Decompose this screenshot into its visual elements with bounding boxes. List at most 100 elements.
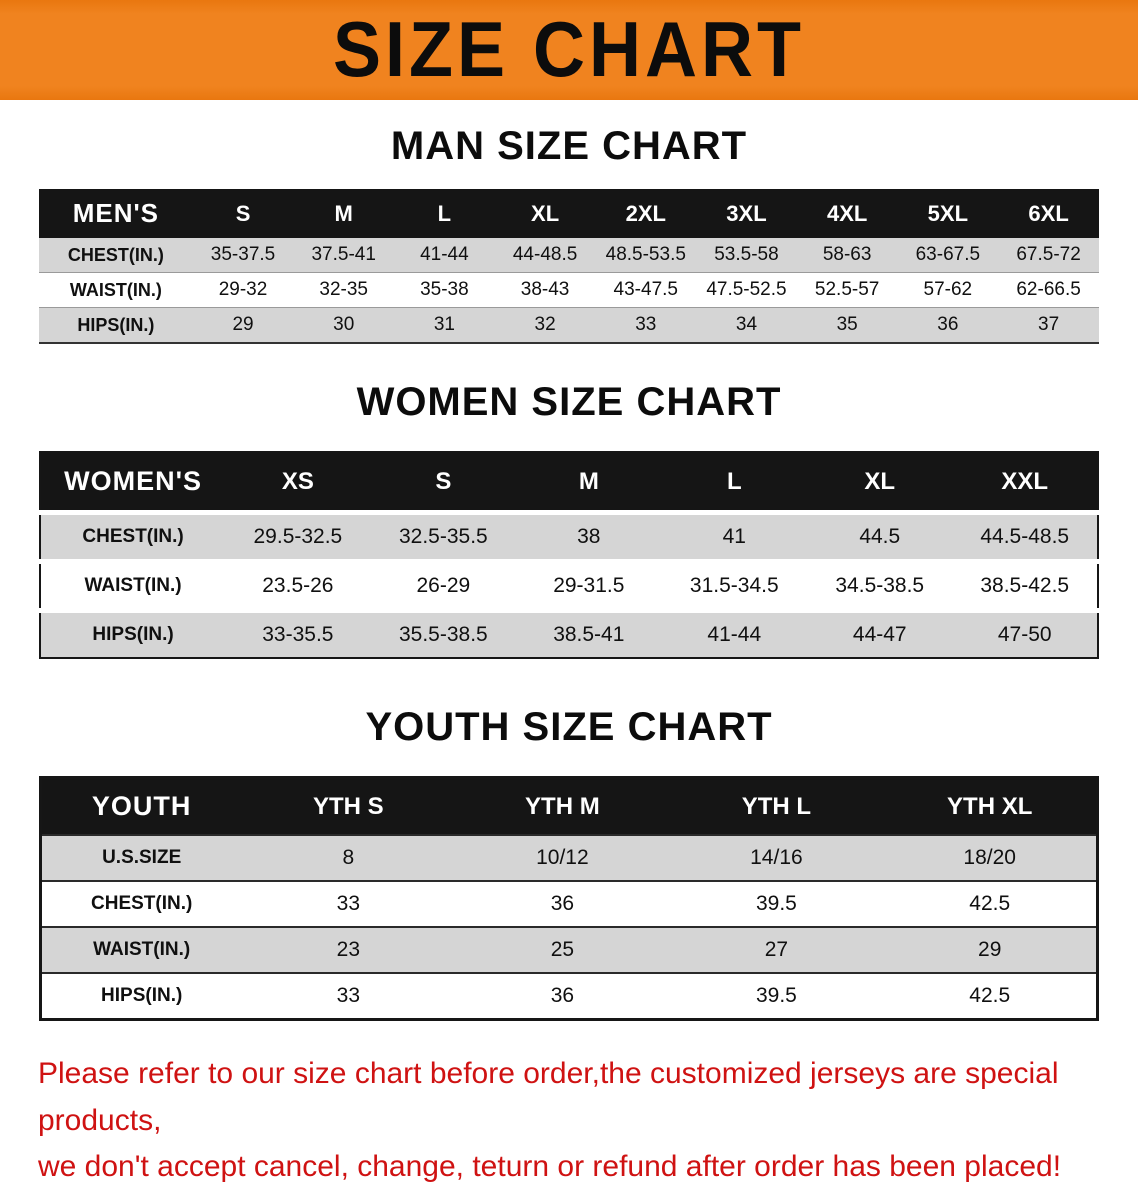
column-header: M <box>334 200 353 226</box>
youth-section-title: YOUTH SIZE CHART <box>365 705 773 749</box>
table-title-cell: MEN'S <box>72 198 159 228</box>
size-cell: 32 <box>534 314 556 335</box>
mens-table-head: MEN'S S M L XL 2XL 3XL 4XL 5XL 6XL <box>39 189 1099 238</box>
row-label: CHEST(IN.) <box>82 526 184 547</box>
size-cell: 34.5-38.5 <box>835 574 925 597</box>
size-cell: 35-37.5 <box>210 244 276 265</box>
size-cell: 14/16 <box>750 846 803 869</box>
size-cell: 33 <box>635 314 657 335</box>
size-cell: 23.5-26 <box>262 574 334 597</box>
size-cell: 47-50 <box>997 623 1052 646</box>
size-cell: 32.5-35.5 <box>398 525 488 548</box>
column-header: XL <box>864 467 896 495</box>
column-header: L <box>437 200 452 226</box>
size-cell: 36 <box>937 314 959 335</box>
size-cell: 67.5-72 <box>1016 244 1081 265</box>
size-cell: 35-38 <box>420 279 469 300</box>
size-cell: 30 <box>333 314 355 335</box>
youth-size-section: YOUTH SIZE CHART YOUTH YTH S YTH M YTH L YTH… <box>0 705 1138 1021</box>
column-header: S <box>435 467 452 495</box>
size-cell: 41 <box>722 525 746 548</box>
column-header: 6XL <box>1028 200 1069 226</box>
size-cell: 43-47.5 <box>613 279 678 300</box>
size-cell: 29 <box>978 938 1002 961</box>
column-header: YTH L <box>741 792 812 820</box>
womens-table-head: WOMEN'S XS S M L XL XXL <box>40 452 1098 513</box>
header-row: YOUTH YTH S YTH M YTH L YTH XL <box>40 777 1098 835</box>
size-cell: 44-48.5 <box>512 244 578 265</box>
disclaimer-text: Please refer to our size chart before or… <box>38 1051 1100 1191</box>
size-cell: 8 <box>342 846 355 869</box>
row-label: U.S.SIZE <box>102 847 182 868</box>
size-cell: 23 <box>336 938 361 961</box>
size-cell: 52.5-57 <box>814 279 880 300</box>
size-cell: 34 <box>735 314 758 335</box>
size-cell: 41-44 <box>707 623 762 646</box>
row-label: CHEST(IN.) <box>67 244 164 265</box>
size-cell: 18/20 <box>963 846 1016 869</box>
row-label: WAIST(IN.) <box>69 279 162 300</box>
size-cell: 42.5 <box>969 984 1011 1007</box>
column-header: 3XL <box>726 200 767 226</box>
size-cell: 31 <box>433 314 455 335</box>
column-header: S <box>235 200 251 226</box>
table-row: HIPS(IN.) 29 30 31 32 33 34 35 36 37 <box>39 307 1099 343</box>
size-cell: 29-31.5 <box>553 574 625 597</box>
column-header: YTH S <box>313 792 384 820</box>
disclaimer-line-2: we don't accept cancel, change, teturn o… <box>38 1150 1062 1183</box>
size-cell: 36 <box>550 984 575 1007</box>
column-header: 4XL <box>826 200 868 226</box>
table-title-cell: YOUTH <box>91 791 192 821</box>
size-cell: 33-35.5 <box>262 623 334 646</box>
women-section-title: WOMEN SIZE CHART <box>356 380 782 424</box>
size-cell: 38-43 <box>520 279 570 300</box>
row-label: HIPS(IN.) <box>77 314 155 335</box>
table-row: CHEST(IN.) 29.5-32.5 32.5-35.5 38 41 44.5 44.5… <box>40 512 1098 562</box>
size-cell: 57-62 <box>923 279 973 300</box>
size-cell: 58-63 <box>822 244 872 265</box>
size-cell: 53.5-58 <box>714 244 779 265</box>
size-cell: 44-47 <box>852 623 907 646</box>
table-row: HIPS(IN.) 33 36 39.5 42.5 <box>40 973 1098 1020</box>
size-cell: 33 <box>336 984 361 1007</box>
table-row: CHEST(IN.) 33 36 39.5 42.5 <box>40 881 1098 927</box>
size-cell: 39.5 <box>755 984 797 1007</box>
size-cell: 31.5-34.5 <box>689 574 779 597</box>
size-cell: 38.5-42.5 <box>980 574 1070 597</box>
row-label: WAIST(IN.) <box>93 939 191 960</box>
table-title-cell: WOMEN'S <box>64 466 203 496</box>
table-row: WAIST(IN.) 23 25 27 29 <box>40 927 1098 973</box>
table-row: WAIST(IN.) 23.5-26 26-29 29-31.5 31.5-34.5 34… <box>40 561 1098 611</box>
size-cell: 41-44 <box>420 244 469 265</box>
size-cell: 42.5 <box>969 892 1011 915</box>
size-cell: 32-35 <box>319 279 369 300</box>
size-cell: 63-67.5 <box>915 244 981 265</box>
womens-size-table: WOMEN'S XS S M L XL XXL CHEST(IN.) 29.5-32.5 32.… <box>39 451 1099 659</box>
women-size-section: WOMEN SIZE CHART WOMEN'S XS S M L XL XXL CHEST… <box>0 380 1138 659</box>
size-cell: 29 <box>232 314 254 335</box>
header-row: WOMEN'S XS S M L XL XXL <box>40 452 1098 513</box>
header-row: MEN'S S M L XL 2XL 3XL 4XL 5XL 6XL <box>39 189 1099 238</box>
column-header: YTH M <box>525 792 600 820</box>
size-cell: 29.5-32.5 <box>253 525 343 548</box>
size-cell: 29-32 <box>218 279 268 300</box>
mens-table-body: CHEST(IN.) 35-37.5 37.5-41 41-44 44-48.5 48.5… <box>39 238 1099 343</box>
size-cell: 48.5-53.5 <box>605 244 686 265</box>
row-label: HIPS(IN.) <box>92 624 174 645</box>
man-section-title: MAN SIZE CHART <box>390 124 748 168</box>
column-header: 2XL <box>625 200 666 226</box>
size-cell: 47.5-52.5 <box>706 279 787 300</box>
disclaimer-line-1: Please refer to our size chart before or… <box>38 1057 1059 1137</box>
column-header: M <box>578 467 599 495</box>
row-label: CHEST(IN.) <box>91 893 193 914</box>
size-cell: 39.5 <box>755 892 797 915</box>
size-cell: 35 <box>836 314 858 335</box>
size-cell: 62-66.5 <box>1016 279 1081 300</box>
youth-table-head: YOUTH YTH S YTH M YTH L YTH XL <box>40 777 1098 835</box>
size-chart-banner: SIZE CHART <box>0 0 1138 100</box>
table-row: WAIST(IN.) 29-32 32-35 35-38 38-43 43-47.5 47.… <box>39 272 1099 308</box>
size-cell: 27 <box>764 938 789 961</box>
size-cell: 25 <box>550 938 575 961</box>
column-header: YTH XL <box>947 792 1033 820</box>
table-row: U.S.SIZE 8 10/12 14/16 18/20 <box>40 835 1098 881</box>
